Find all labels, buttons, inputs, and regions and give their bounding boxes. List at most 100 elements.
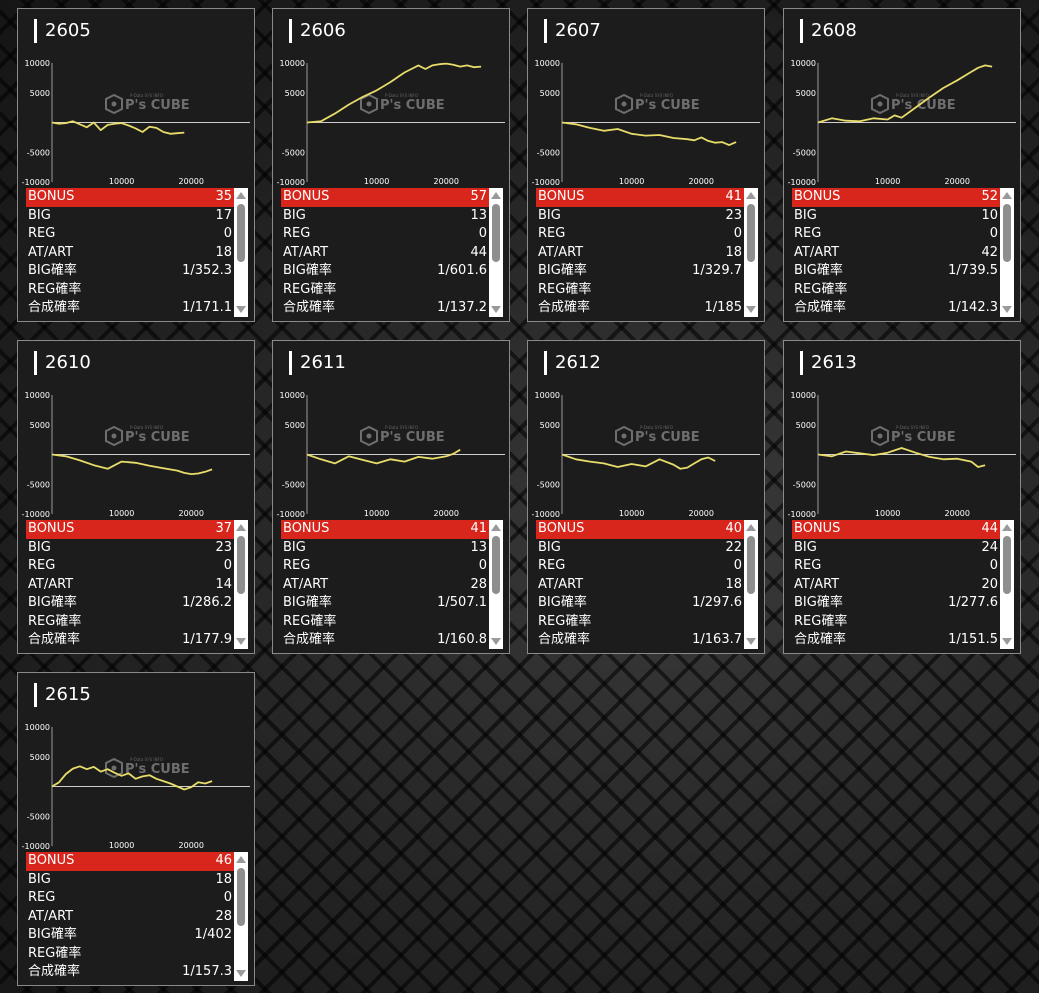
x-tick-label: 20000 xyxy=(434,177,459,186)
stat-value: 42 xyxy=(981,244,998,260)
stat-value: 1/297.6 xyxy=(692,595,742,610)
stats-scrollbar[interactable] xyxy=(489,520,503,649)
machine-card[interactable]: 2613 P's CUBE P-Data SYS INFO 10000 5000 -500… xyxy=(783,340,1021,654)
scroll-down-arrow-icon[interactable] xyxy=(491,306,501,313)
scroll-up-arrow-icon[interactable] xyxy=(1002,524,1012,531)
stats-table: BONUS 46 BIG 18 REG 0 AT/ART 28 BIG確率 1/402 REG確率合… xyxy=(26,852,234,981)
stat-label: 合成確率 xyxy=(538,632,591,647)
slump-chart: P's CUBE P-Data SYS INFO 10000 5000 -5000 -10… xyxy=(18,379,256,519)
scroll-down-arrow-icon[interactable] xyxy=(1002,306,1012,313)
cube-logo-icon xyxy=(360,425,378,447)
x-tick-label: 20000 xyxy=(689,509,714,518)
stat-value: 0 xyxy=(478,558,487,573)
y-tick-label: 5000 xyxy=(540,421,560,430)
scroll-down-arrow-icon[interactable] xyxy=(236,970,246,977)
stats-scrollbar[interactable] xyxy=(489,188,503,317)
scrollbar-thumb[interactable] xyxy=(237,536,245,594)
scroll-down-arrow-icon[interactable] xyxy=(746,638,756,645)
stat-row: BIG確率 1/402 xyxy=(26,926,234,945)
scrollbar-thumb[interactable] xyxy=(492,536,500,594)
stat-label: BIG xyxy=(794,539,817,555)
stats-scrollbar[interactable] xyxy=(744,520,758,649)
stats-scrollbar[interactable] xyxy=(234,852,248,981)
scrollbar-thumb[interactable] xyxy=(492,204,500,262)
stat-row: BIG 10 xyxy=(792,207,1000,226)
slump-series-line xyxy=(561,121,737,146)
machine-card[interactable]: 2615 P's CUBE P-Data SYS INFO 10000 5000 -500… xyxy=(17,672,255,986)
stats-scrollbar[interactable] xyxy=(234,188,248,317)
bonus-row: BONUS 35 xyxy=(26,188,234,207)
stats-scrollbar[interactable] xyxy=(1000,188,1014,317)
watermark-tagline: P-Data SYS INFO xyxy=(130,93,163,98)
scroll-up-arrow-icon[interactable] xyxy=(236,192,246,199)
cube-logo-dot xyxy=(111,765,117,771)
scroll-up-arrow-icon[interactable] xyxy=(491,524,501,531)
watermark-tagline: P-Data SYS INFO xyxy=(640,93,673,98)
y-tick-label: -10000 xyxy=(22,510,50,519)
scroll-up-arrow-icon[interactable] xyxy=(236,856,246,863)
stat-row: REG確率 xyxy=(536,613,744,632)
stat-label: BONUS xyxy=(538,189,585,204)
machine-card[interactable]: 2607 P's CUBE P-Data SYS INFO 10000 5000 -500… xyxy=(527,8,765,322)
cube-logo-icon xyxy=(105,425,123,447)
scrollbar-thumb[interactable] xyxy=(1003,204,1011,262)
scroll-down-arrow-icon[interactable] xyxy=(236,306,246,313)
stat-label: 合成確率 xyxy=(794,632,847,647)
scroll-up-arrow-icon[interactable] xyxy=(491,192,501,199)
cube-logo-dot xyxy=(111,433,117,439)
x-tick-label: 20000 xyxy=(179,841,204,850)
machine-card[interactable]: 2605 P's CUBE P-Data SYS INFO 10000 5000 -500… xyxy=(17,8,255,322)
stat-label: BIG xyxy=(283,207,306,223)
scroll-up-arrow-icon[interactable] xyxy=(236,524,246,531)
stat-row: BIG確率 1/277.6 xyxy=(792,594,1000,613)
machine-card[interactable]: 2612 P's CUBE P-Data SYS INFO 10000 5000 -500… xyxy=(527,340,765,654)
stat-value: 1/277.6 xyxy=(948,595,998,610)
scroll-down-arrow-icon[interactable] xyxy=(491,638,501,645)
bonus-row: BONUS 44 xyxy=(792,520,1000,539)
stats-scrollbar[interactable] xyxy=(1000,520,1014,649)
scrollbar-thumb[interactable] xyxy=(747,204,755,262)
scroll-up-arrow-icon[interactable] xyxy=(1002,192,1012,199)
slump-series-line xyxy=(306,448,461,465)
stat-row: REG確率 xyxy=(792,281,1000,300)
y-tick-label: -10000 xyxy=(277,178,305,187)
stat-label: BIG xyxy=(538,539,561,555)
slump-chart: P's CUBE P-Data SYS INFO 10000 5000 -5000 -10… xyxy=(784,379,1022,519)
machine-number: 2613 xyxy=(800,351,857,375)
scrollbar-thumb[interactable] xyxy=(237,204,245,262)
stat-label: BONUS xyxy=(28,853,75,868)
scroll-down-arrow-icon[interactable] xyxy=(236,638,246,645)
scrollbar-thumb[interactable] xyxy=(237,868,245,926)
stat-label: 合成確率 xyxy=(28,632,81,647)
scroll-up-arrow-icon[interactable] xyxy=(746,524,756,531)
scroll-down-arrow-icon[interactable] xyxy=(1002,638,1012,645)
machine-number: 2606 xyxy=(289,19,346,43)
y-tick-label: -5000 xyxy=(793,148,816,157)
y-tick-label: 10000 xyxy=(280,59,305,68)
y-tick-label: -10000 xyxy=(532,178,560,187)
machine-card[interactable]: 2611 P's CUBE P-Data SYS INFO 10000 5000 -500… xyxy=(272,340,510,654)
machine-card[interactable]: 2610 P's CUBE P-Data SYS INFO 10000 5000 -500… xyxy=(17,340,255,654)
stats-scrollbar[interactable] xyxy=(234,520,248,649)
machine-card[interactable]: 2606 P's CUBE P-Data SYS INFO 10000 5000 -500… xyxy=(272,8,510,322)
stat-value: 1/402 xyxy=(194,927,232,942)
stat-row: 合成確率 1/171.1 xyxy=(26,299,234,318)
y-tick-label: 5000 xyxy=(30,421,50,430)
stat-label: BONUS xyxy=(283,189,330,204)
scroll-up-arrow-icon[interactable] xyxy=(746,192,756,199)
stat-label: 合成確率 xyxy=(283,632,336,647)
stat-value: 0 xyxy=(989,558,998,573)
scrollbar-thumb[interactable] xyxy=(747,536,755,594)
x-tick-label: 20000 xyxy=(179,509,204,518)
scroll-down-arrow-icon[interactable] xyxy=(746,306,756,313)
stat-row: BIG 13 xyxy=(281,539,489,558)
stat-value: 28 xyxy=(215,908,232,924)
scrollbar-thumb[interactable] xyxy=(1003,536,1011,594)
stats-scrollbar[interactable] xyxy=(744,188,758,317)
machine-card[interactable]: 2608 P's CUBE P-Data SYS INFO 10000 5000 -500… xyxy=(783,8,1021,322)
stat-value: 52 xyxy=(981,189,998,204)
watermark-brand: P's CUBE xyxy=(635,430,700,445)
